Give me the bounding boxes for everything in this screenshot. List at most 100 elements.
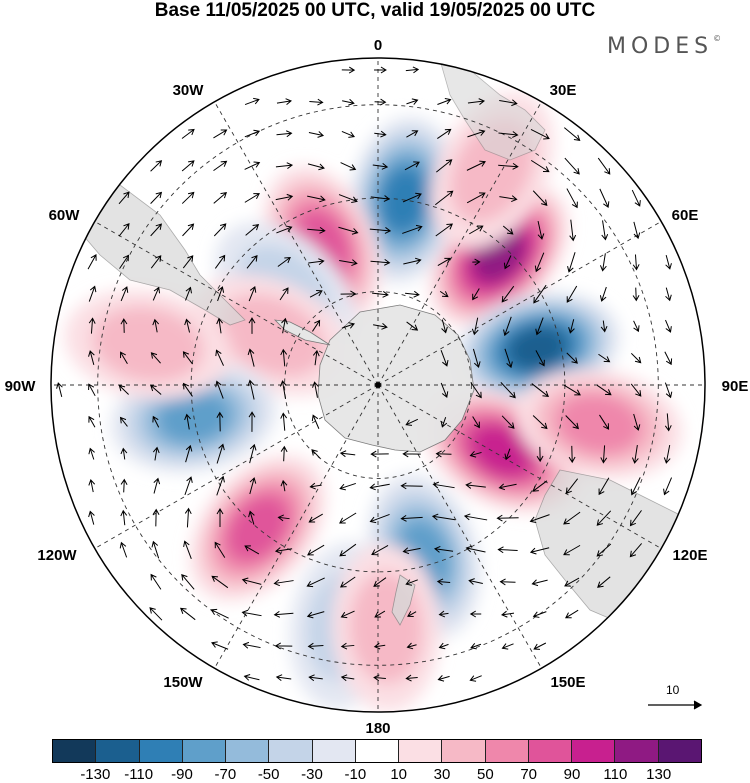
wind-arrow bbox=[664, 382, 673, 399]
south-pole-marker bbox=[375, 382, 381, 388]
wind-arrow bbox=[88, 350, 95, 366]
wind-arrow bbox=[629, 510, 642, 527]
wind-arrow bbox=[435, 450, 452, 458]
wind-arrow bbox=[311, 449, 321, 459]
colorbar-tick-label: -110 bbox=[124, 766, 154, 783]
meridian-line bbox=[377, 101, 542, 386]
wind-arrow bbox=[249, 477, 257, 495]
wind-arrow bbox=[307, 195, 326, 203]
wind-arrow bbox=[279, 380, 287, 400]
wind-arrow bbox=[472, 288, 480, 301]
wind-arrow bbox=[216, 443, 225, 464]
africa bbox=[439, 59, 546, 161]
wind-arrow bbox=[340, 162, 357, 171]
wind-arrow bbox=[566, 188, 578, 209]
wind-arrow bbox=[665, 255, 672, 270]
wind-arrow bbox=[567, 252, 576, 273]
wind-arrow bbox=[119, 416, 128, 427]
wind-arrow bbox=[406, 642, 417, 650]
colorbar bbox=[52, 739, 702, 763]
wind-arrow bbox=[214, 541, 226, 558]
wind-arrow bbox=[211, 641, 229, 650]
colorbar-segment bbox=[485, 740, 529, 762]
wind-arrow bbox=[273, 610, 294, 618]
wind-arrow bbox=[504, 348, 513, 369]
lon-label-60w: 60W bbox=[49, 207, 81, 224]
wind-arrow bbox=[664, 351, 673, 366]
wind-arrow bbox=[437, 97, 452, 105]
meridian-line bbox=[94, 221, 379, 386]
wind-arrow bbox=[569, 219, 577, 242]
colorbar-tick-label: 70 bbox=[520, 766, 537, 783]
colorbar-tick-label: 10 bbox=[390, 766, 407, 783]
wind-arrow bbox=[182, 351, 193, 365]
wind-arrow bbox=[599, 414, 610, 430]
lon-label-0: 0 bbox=[374, 37, 382, 54]
wind-arrow bbox=[118, 384, 129, 395]
wind-arrow bbox=[151, 540, 160, 559]
lon-label-150e: 150E bbox=[550, 674, 585, 691]
wind-arrow bbox=[531, 579, 548, 587]
wind-arrow bbox=[406, 98, 419, 105]
wind-arrow bbox=[470, 642, 482, 650]
lon-label-90w: 90W bbox=[5, 378, 37, 395]
wind-arrow bbox=[598, 353, 611, 363]
wind-arrow bbox=[663, 444, 671, 464]
wind-arrow bbox=[279, 287, 289, 301]
wind-arrow bbox=[630, 352, 642, 364]
wind-arrow bbox=[532, 415, 548, 430]
latitude-circle bbox=[284, 291, 472, 479]
wind-arrow bbox=[532, 611, 547, 618]
wind-arrow bbox=[88, 415, 96, 428]
colorbar-segment bbox=[572, 740, 616, 762]
wind-arrow bbox=[275, 674, 292, 682]
wind-arrow bbox=[440, 350, 449, 367]
wind-arrow bbox=[119, 541, 128, 558]
wind-arrow bbox=[120, 351, 128, 365]
wind-arrow bbox=[498, 162, 519, 170]
wind-arrow bbox=[120, 286, 129, 302]
wind-arrow bbox=[373, 674, 386, 682]
wind-arrow bbox=[472, 258, 481, 266]
wind-arrow bbox=[280, 445, 288, 462]
wind-arrow bbox=[152, 415, 160, 428]
wind-arrow bbox=[537, 220, 545, 240]
wind-arrow bbox=[372, 162, 389, 170]
wind-arrow bbox=[529, 547, 550, 555]
wind-arrow bbox=[564, 577, 580, 587]
wind-arrow bbox=[601, 220, 609, 241]
wind-arrow bbox=[150, 160, 163, 172]
wind-arrow bbox=[248, 317, 256, 334]
map-border bbox=[50, 57, 706, 713]
wind-arrow bbox=[501, 643, 514, 650]
wind-arrow bbox=[181, 160, 195, 172]
wind-arrow bbox=[498, 483, 517, 491]
wind-arrow bbox=[563, 127, 581, 142]
antarctic-peninsula bbox=[273, 319, 331, 346]
wind-arrow bbox=[597, 576, 611, 588]
wind-arrow bbox=[273, 579, 294, 587]
wind-arrow bbox=[307, 544, 325, 556]
wind-arrow bbox=[241, 577, 262, 585]
wind-arrow bbox=[213, 191, 228, 204]
colorbar-tick-label: -130 bbox=[80, 766, 111, 783]
wind-arrow bbox=[499, 99, 518, 107]
wind-arrow bbox=[499, 578, 516, 586]
wind-arrow bbox=[152, 508, 160, 527]
colorbar-tick-label: 50 bbox=[476, 766, 494, 783]
colorbar-labels: -130 -110 -90 -70 -50 -30 -10 10 30 50 70 90 110 130 bbox=[0, 766, 750, 783]
wind-arrow bbox=[599, 286, 607, 302]
wind-arrow bbox=[536, 446, 544, 463]
wind-arrow bbox=[181, 191, 195, 204]
wind-arrow bbox=[340, 610, 355, 619]
wind-arrow bbox=[215, 349, 224, 366]
wind-arrow bbox=[433, 546, 454, 553]
wind-arrow bbox=[244, 545, 260, 555]
colorbar-segment bbox=[658, 740, 701, 762]
wind-arrow bbox=[663, 477, 673, 496]
wind-arrow bbox=[88, 447, 95, 460]
wind-arrow bbox=[441, 319, 448, 334]
wind-arrow bbox=[276, 98, 292, 106]
meridian-line bbox=[377, 221, 662, 386]
wind-arrow bbox=[216, 317, 224, 334]
